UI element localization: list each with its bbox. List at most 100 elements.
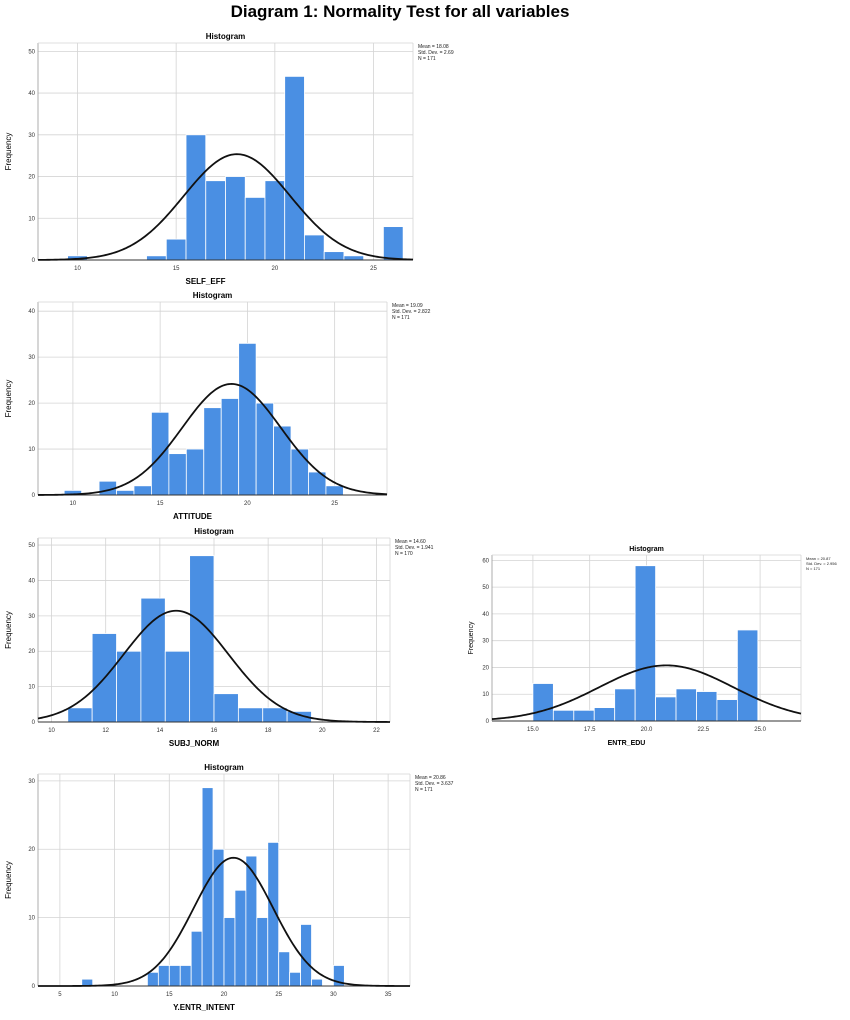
stats-line: Mean = 20.86 xyxy=(415,775,446,781)
histogram-bar xyxy=(284,75,305,261)
x-tick-label: 22.5 xyxy=(697,727,709,733)
histogram-bar xyxy=(220,398,240,496)
chart-title: Histogram xyxy=(204,763,244,772)
histogram-bar xyxy=(300,924,312,987)
y-tick-label: 50 xyxy=(482,585,489,591)
stats-line: N = 171 xyxy=(415,787,433,793)
histogram-bar xyxy=(147,971,159,987)
stats-line: Std. Dev. = 3.637 xyxy=(415,781,454,787)
stats-line: Std. Dev. = 2.69 xyxy=(418,50,454,56)
y-tick-label: 10 xyxy=(482,692,489,698)
y-tick-label: 20 xyxy=(28,401,35,407)
y-tick-label: 60 xyxy=(482,558,489,564)
y-tick-label: 40 xyxy=(28,309,35,315)
chart-title: Histogram xyxy=(629,546,664,553)
histogram-bar xyxy=(532,683,554,722)
normal-curve xyxy=(37,383,388,496)
x-tick-label: 20 xyxy=(221,992,228,998)
histogram-bar xyxy=(168,965,181,987)
y-tick-label: 30 xyxy=(28,614,35,620)
histogram-bar xyxy=(201,787,214,987)
stats-line: N = 170 xyxy=(395,551,413,557)
histogram-bar xyxy=(190,930,203,987)
x-tick-label: 25.0 xyxy=(754,727,766,733)
x-tick-label: 15 xyxy=(157,501,164,507)
histogram-bar xyxy=(655,696,677,722)
x-tick-label: 25 xyxy=(331,501,338,507)
y-axis-label: Frequency xyxy=(4,861,13,899)
histogram-bar xyxy=(140,597,166,723)
chart-title: Histogram xyxy=(206,32,246,41)
x-tick-label: 20.0 xyxy=(641,727,653,733)
histogram-bar xyxy=(116,490,135,496)
x-axis-label: ATTITUDE xyxy=(173,512,213,521)
y-tick-label: 0 xyxy=(32,720,36,726)
histogram-self-eff: 0 10 20 30 40 50 10 15 20 25 Histogram SELF_EFF Freq… xyxy=(4,32,454,286)
histogram-bar xyxy=(256,917,269,987)
histogram-bar xyxy=(168,453,187,496)
histogram-bar xyxy=(237,707,264,723)
histogram-bar xyxy=(185,448,205,496)
histogram-bar xyxy=(189,555,215,723)
histogram-bar xyxy=(573,709,595,722)
histogram-bar xyxy=(164,650,191,723)
y-tick-label: 0 xyxy=(32,493,36,499)
y-tick-label: 30 xyxy=(482,639,489,645)
y-tick-label: 10 xyxy=(28,216,35,222)
x-tick-label: 16 xyxy=(211,728,218,734)
y-tick-label: 20 xyxy=(28,175,35,181)
stats-line: N = 171 xyxy=(806,566,821,571)
stats-line: Mean = 20.87 xyxy=(806,556,831,561)
y-tick-label: 40 xyxy=(482,612,489,618)
x-axis-label: SELF_EFF xyxy=(185,277,225,286)
stats-line: Mean = 19.09 xyxy=(392,303,423,309)
histogram-bar xyxy=(234,889,247,987)
histogram-subj-norm: 0 10 20 30 40 50 10 12 14 16 18 20 22 Histogram SUBJ_N… xyxy=(4,527,434,748)
x-tick-label: 22 xyxy=(373,728,380,734)
histogram-bar xyxy=(223,917,236,987)
x-tick-label: 17.5 xyxy=(584,727,596,733)
y-tick-label: 30 xyxy=(28,133,35,139)
histogram-bar xyxy=(289,971,301,987)
histogram-bar xyxy=(255,402,274,496)
x-tick-label: 20 xyxy=(244,501,251,507)
histogram-bar xyxy=(264,180,286,261)
y-axis-label: Frequency xyxy=(468,621,475,655)
x-tick-label: 20 xyxy=(319,728,326,734)
histogram-bar xyxy=(146,255,167,261)
stats-line: N = 171 xyxy=(418,56,436,62)
x-tick-label: 15 xyxy=(173,266,180,272)
x-tick-label: 35 xyxy=(385,992,392,998)
y-axis-label: Frequency xyxy=(4,611,13,649)
x-tick-label: 14 xyxy=(157,728,164,734)
x-tick-label: 18 xyxy=(265,728,272,734)
x-tick-label: 10 xyxy=(74,266,81,272)
x-tick-label: 5 xyxy=(58,992,62,998)
x-tick-label: 30 xyxy=(330,992,337,998)
y-tick-label: 10 xyxy=(28,916,35,922)
histogram-bar xyxy=(325,485,344,496)
histogram-bar xyxy=(614,688,636,722)
stats-line: Std. Dev. = 2.822 xyxy=(392,309,431,315)
x-axis-label: SUBJ_NORM xyxy=(169,739,220,748)
histogram-bar xyxy=(244,197,266,261)
y-tick-label: 20 xyxy=(28,649,35,655)
y-tick-label: 50 xyxy=(28,543,35,549)
histogram-bar xyxy=(179,965,192,987)
histogram-bar xyxy=(157,965,170,987)
histogram-bar xyxy=(278,951,291,987)
x-tick-label: 15 xyxy=(166,992,173,998)
histogram-bar xyxy=(151,411,170,496)
stats-line: Std. Dev. = 2.956 xyxy=(806,561,837,566)
histogram-bar xyxy=(262,707,288,723)
x-axis-label: ENTR_EDU xyxy=(608,740,646,747)
histogram-bar xyxy=(323,251,345,261)
histogram-bar xyxy=(165,238,187,261)
y-tick-label: 50 xyxy=(28,49,35,55)
histogram-bar xyxy=(736,629,759,722)
y-axis-label: Frequency xyxy=(4,380,13,418)
histogram-bar xyxy=(273,425,292,496)
stats-line: Mean = 18.08 xyxy=(418,44,449,50)
histogram-bar xyxy=(205,180,226,261)
y-tick-label: 30 xyxy=(28,779,35,785)
